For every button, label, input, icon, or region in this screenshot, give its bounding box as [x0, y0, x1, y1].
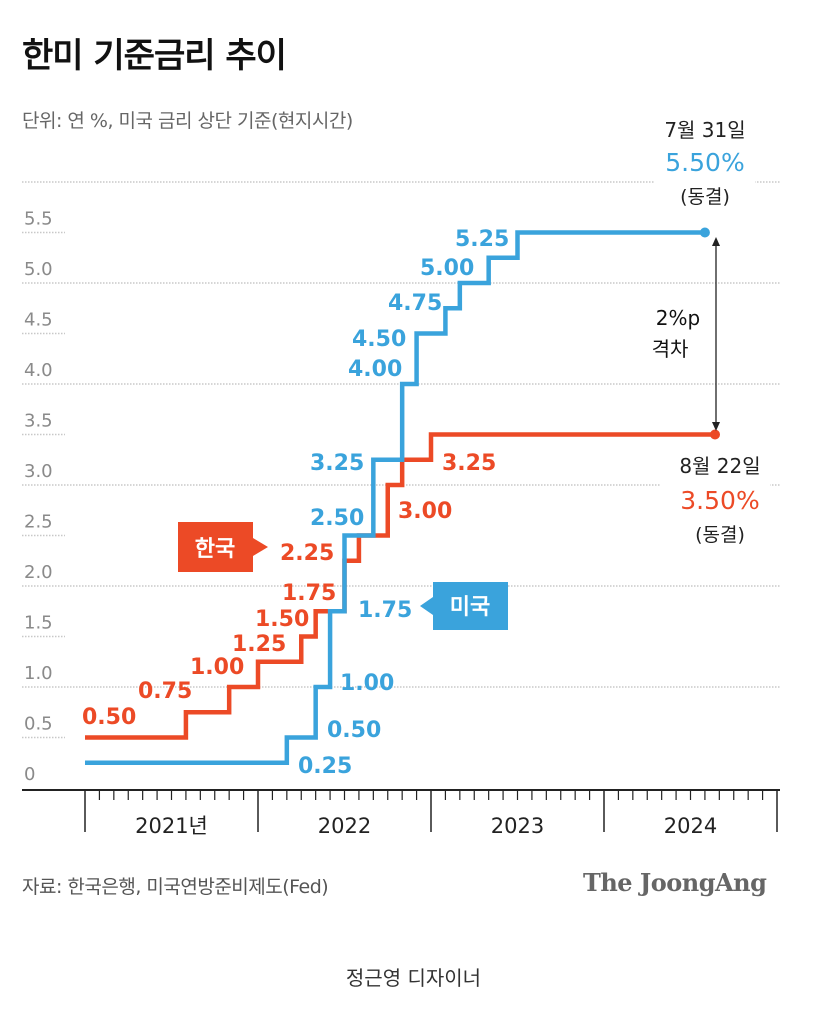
- us-end-annotation: 7월 31일 5.50% (동결): [655, 118, 755, 210]
- legend-label-korea: 한국: [195, 537, 235, 562]
- us-end-note: (동결): [680, 186, 730, 208]
- us-data-label: 2.50: [310, 506, 364, 531]
- korea-data-label: 3.00: [398, 499, 452, 524]
- y-tick-label: 1.0: [24, 663, 53, 684]
- us-rate-line: [85, 230, 705, 765]
- y-tick-label: 0: [24, 764, 35, 785]
- kr-end-date: 8월 22일: [679, 454, 760, 478]
- gap-value: 2%p: [656, 306, 700, 330]
- us-data-label: 1.00: [340, 671, 394, 696]
- y-tick-label: 3.0: [24, 461, 53, 482]
- kr-end-rate: 3.50%: [680, 486, 759, 515]
- y-tick-label: 5.5: [24, 209, 53, 230]
- source-note: 자료: 한국은행, 미국연방준비제도(Fed): [22, 876, 329, 898]
- x-tick-label: 2024: [664, 814, 717, 838]
- us-data-label: 4.75: [388, 291, 442, 316]
- y-tick-label: 5.0: [24, 259, 53, 280]
- korea-data-label: 1.50: [255, 607, 309, 632]
- y-tick-label: 4.5: [24, 310, 53, 331]
- us-data-label: 5.00: [420, 256, 474, 281]
- korea-data-label: 1.75: [282, 581, 336, 606]
- korea-data-label: 1.00: [190, 655, 244, 680]
- us-data-label: 0.50: [327, 718, 381, 743]
- kr-end-annotation: 8월 22일 3.50% (동결): [660, 454, 770, 546]
- series-lines: [85, 227, 721, 765]
- us-data-label: 4.00: [348, 357, 402, 382]
- chart-subtitle: 단위: 연 %, 미국 금리 상단 기준(현지시간): [22, 110, 353, 132]
- page-title: 한미 기준금리 추이: [22, 36, 287, 76]
- us-end-rate: 5.50%: [665, 148, 744, 177]
- us-data-label: 5.25: [455, 227, 509, 252]
- korea-data-label: 0.50: [82, 705, 136, 730]
- korea-data-label: 1.25: [232, 632, 286, 657]
- korea-data-label: 0.75: [138, 679, 192, 704]
- gap-annotation: 2%p 격차: [652, 237, 720, 431]
- us-end-date: 7월 31일: [664, 118, 745, 142]
- y-tick-label: 1.5: [24, 613, 53, 634]
- us-end-point: [699, 227, 710, 238]
- y-tick-label: 3.5: [24, 411, 53, 432]
- y-tick-label: 2.0: [24, 562, 53, 583]
- x-axis: 2021년 2022 2023 2024: [22, 789, 780, 838]
- x-tick-label: 2021년: [135, 814, 208, 838]
- korea-data-label: 2.25: [280, 541, 334, 566]
- korea-data-label: 3.25: [442, 451, 496, 476]
- us-data-label: 4.50: [352, 327, 406, 352]
- us-data-label: 3.25: [310, 451, 364, 476]
- legend-label-us: 미국: [450, 595, 490, 620]
- rate-chart: 0 0.5 1.0 1.5 2.0 2.5 3.0 3.5 4.0 4.5 5.0 5.5 2021년…: [22, 118, 780, 838]
- korea-end-point: [710, 429, 721, 440]
- y-tick-label: 2.5: [24, 512, 53, 533]
- legend-callout-us: 미국: [420, 582, 508, 630]
- y-tick-label: 0.5: [24, 714, 53, 735]
- x-tick-label: 2022: [318, 814, 371, 838]
- legend-callout-korea: 한국: [178, 522, 268, 572]
- us-data-label: 0.25: [298, 754, 352, 779]
- data-labels: 0.500.751.001.251.501.752.253.003.250.25…: [82, 227, 509, 779]
- designer-credit: 정근영 디자이너: [345, 966, 482, 990]
- y-tick-label: 4.0: [24, 360, 53, 381]
- gap-label: 격차: [652, 337, 689, 361]
- kr-end-note: (동결): [695, 524, 745, 546]
- x-tick-label: 2023: [491, 814, 544, 838]
- us-data-label: 1.75: [358, 598, 412, 623]
- publisher-logo: The JoongAng: [583, 868, 767, 897]
